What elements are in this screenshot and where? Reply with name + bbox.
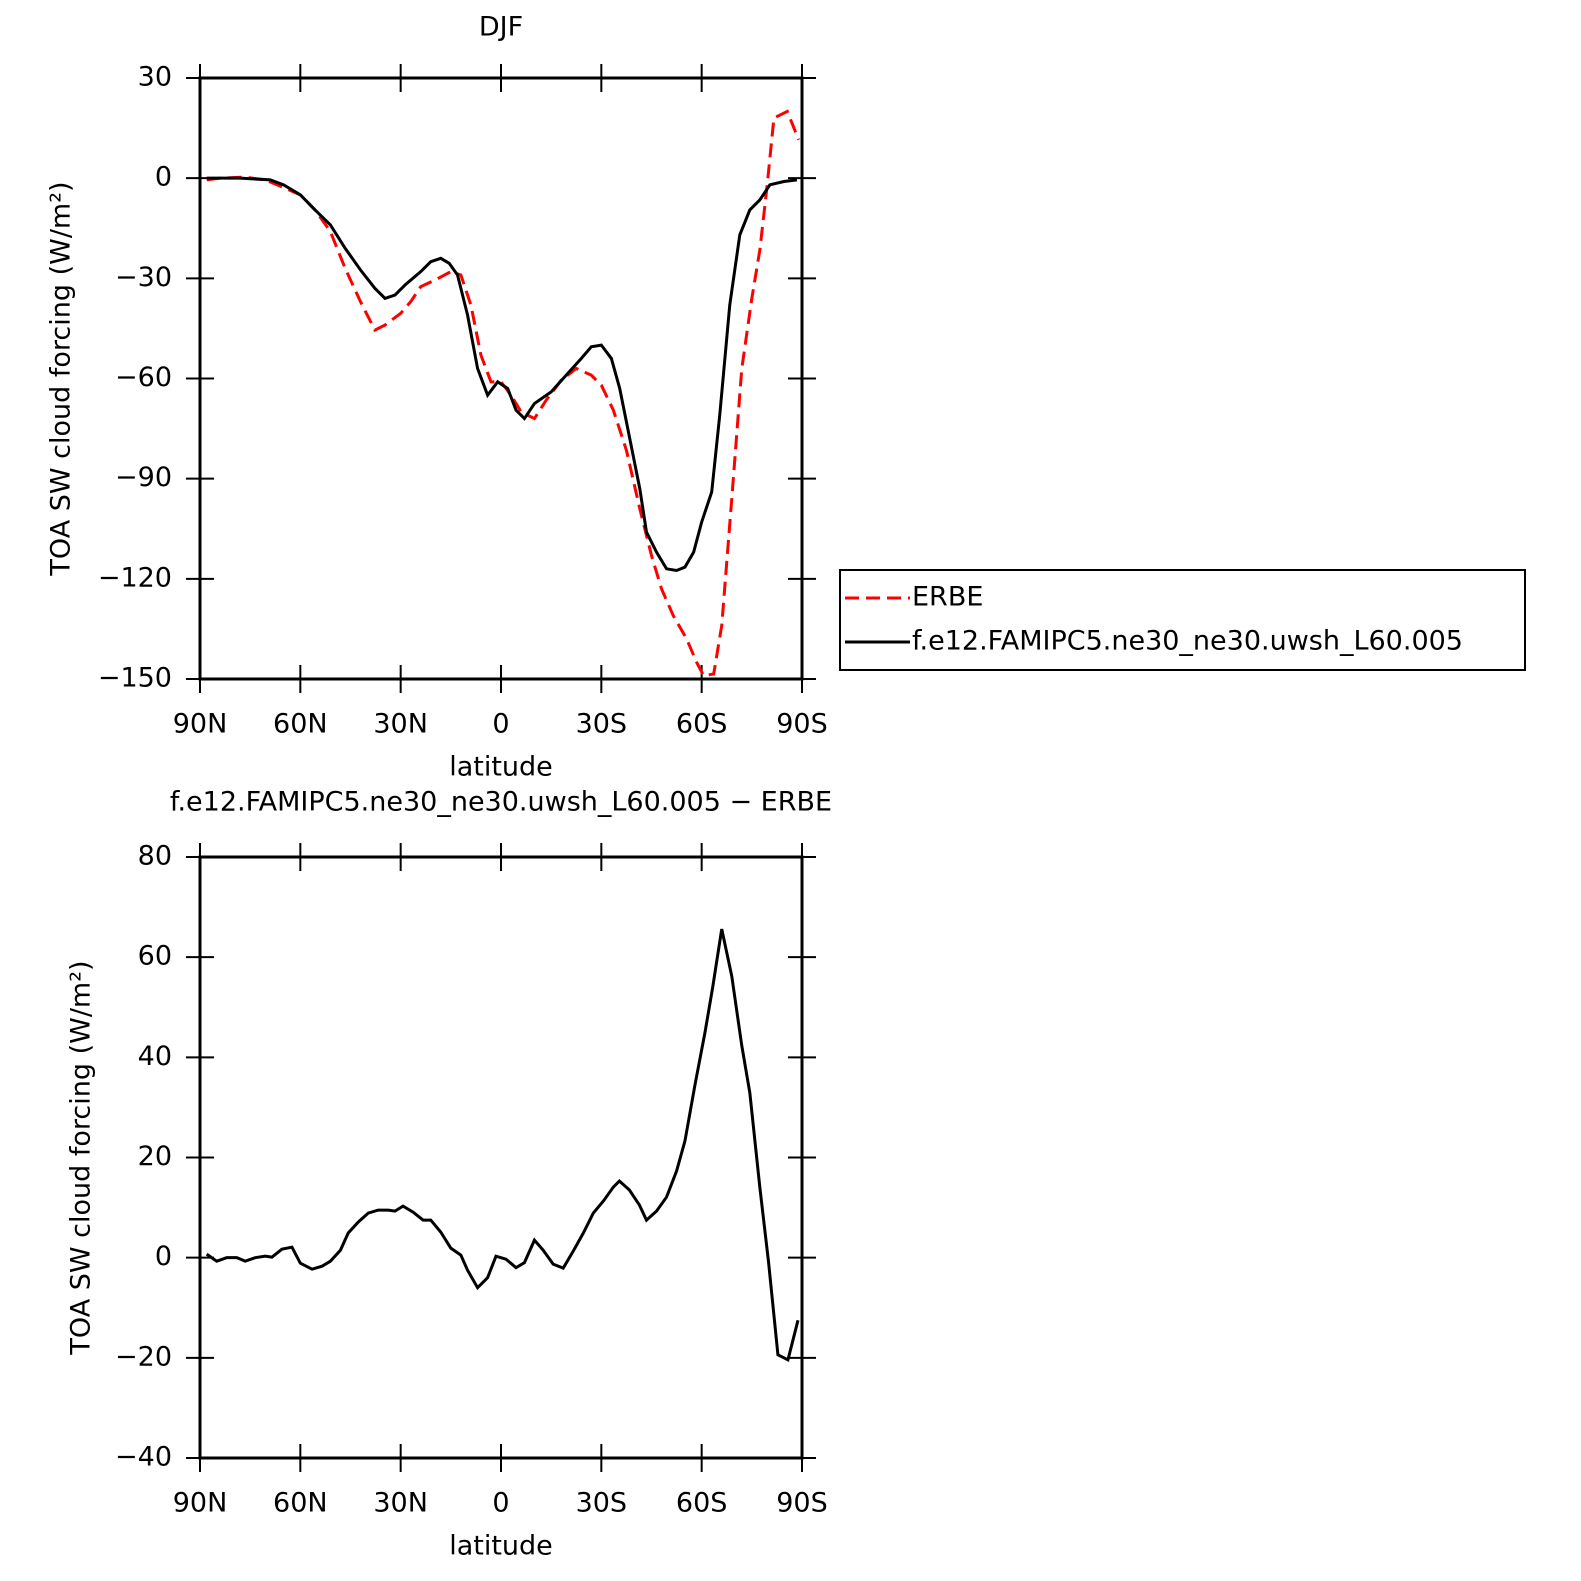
y-tick-label: 60 [138, 941, 172, 972]
y-tick-label: −40 [115, 1442, 172, 1473]
x-tick-label: 0 [492, 709, 509, 740]
y-tick-label: −20 [115, 1341, 172, 1372]
x-tick-label: 60S [676, 709, 728, 740]
x-tick-label: 60S [676, 1488, 728, 1519]
y-tick-label: 40 [138, 1041, 172, 1072]
y-tick-label: 0 [155, 162, 172, 193]
x-tick-label: 30S [576, 1488, 628, 1519]
chart-title: DJF [479, 12, 523, 43]
x-tick-label: 90S [776, 1488, 828, 1519]
legend-label: f.e12.FAMIPC5.ne30_ne30.uwsh_L60.005 [912, 626, 1463, 657]
y-tick-label: −60 [115, 362, 172, 393]
x-tick-label: 90N [173, 709, 228, 740]
data-line [205, 928, 800, 1363]
y-tick-label: 20 [138, 1141, 172, 1172]
x-tick-label: 0 [492, 1488, 509, 1519]
y-tick-label: −120 [98, 562, 172, 593]
x-tick-label: 60N [273, 1488, 328, 1519]
x-tick-label: 60N [273, 709, 328, 740]
plot-frame [198, 855, 804, 1460]
y-axis-label: TOA SW cloud forcing (W/m²) [46, 181, 77, 576]
y-tick-label: −150 [98, 663, 172, 694]
y-tick-label: 0 [155, 1241, 172, 1272]
x-tick-label: 30N [373, 1488, 428, 1519]
chart-title: f.e12.FAMIPC5.ne30_ne30.uwsh_L60.005 − E… [170, 787, 832, 818]
data-line [206, 109, 801, 678]
y-tick-label: −30 [115, 262, 172, 293]
x-axis-label: latitude [449, 1531, 553, 1562]
x-tick-label: 30N [373, 709, 428, 740]
legend-box [839, 569, 1526, 671]
y-tick-label: −90 [115, 462, 172, 493]
data-line [206, 176, 798, 573]
x-tick-label: 90N [173, 1488, 228, 1519]
plot-frame [198, 76, 804, 681]
x-tick-label: 90S [776, 709, 828, 740]
x-tick-label: 30S [576, 709, 628, 740]
legend-label: ERBE [912, 582, 983, 613]
y-tick-label: 80 [138, 841, 172, 872]
y-axis-label: TOA SW cloud forcing (W/m²) [66, 960, 97, 1355]
y-tick-label: 30 [138, 62, 172, 93]
x-axis-label: latitude [449, 752, 553, 783]
